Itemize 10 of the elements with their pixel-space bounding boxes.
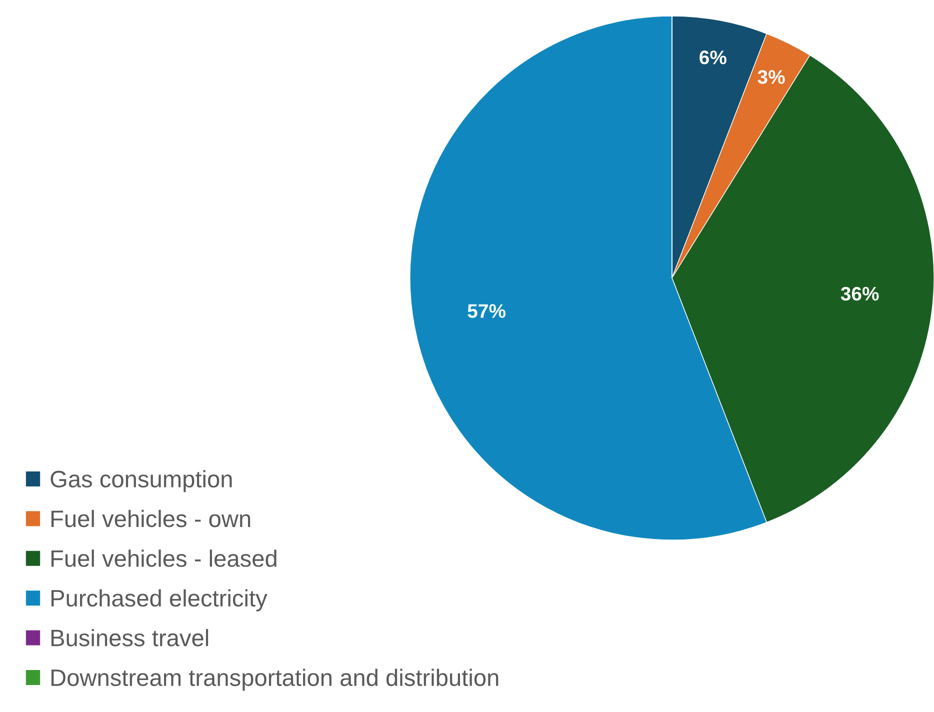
legend-label: Gas consumption bbox=[50, 470, 232, 492]
legend-label: Fuel vehicles - own bbox=[51, 510, 250, 528]
data-label: 57% bbox=[468, 304, 506, 318]
data-label: 6% bbox=[700, 50, 726, 64]
legend-label: Fuel vehicles - leased bbox=[51, 550, 276, 567]
data-label: 3% bbox=[758, 70, 785, 84]
legend-label: Purchased electricity bbox=[51, 589, 268, 612]
legend-label: Downstream transportation and distribution bbox=[51, 668, 498, 691]
legend-label: Business travel bbox=[51, 629, 208, 646]
data-label: 36% bbox=[840, 286, 879, 301]
